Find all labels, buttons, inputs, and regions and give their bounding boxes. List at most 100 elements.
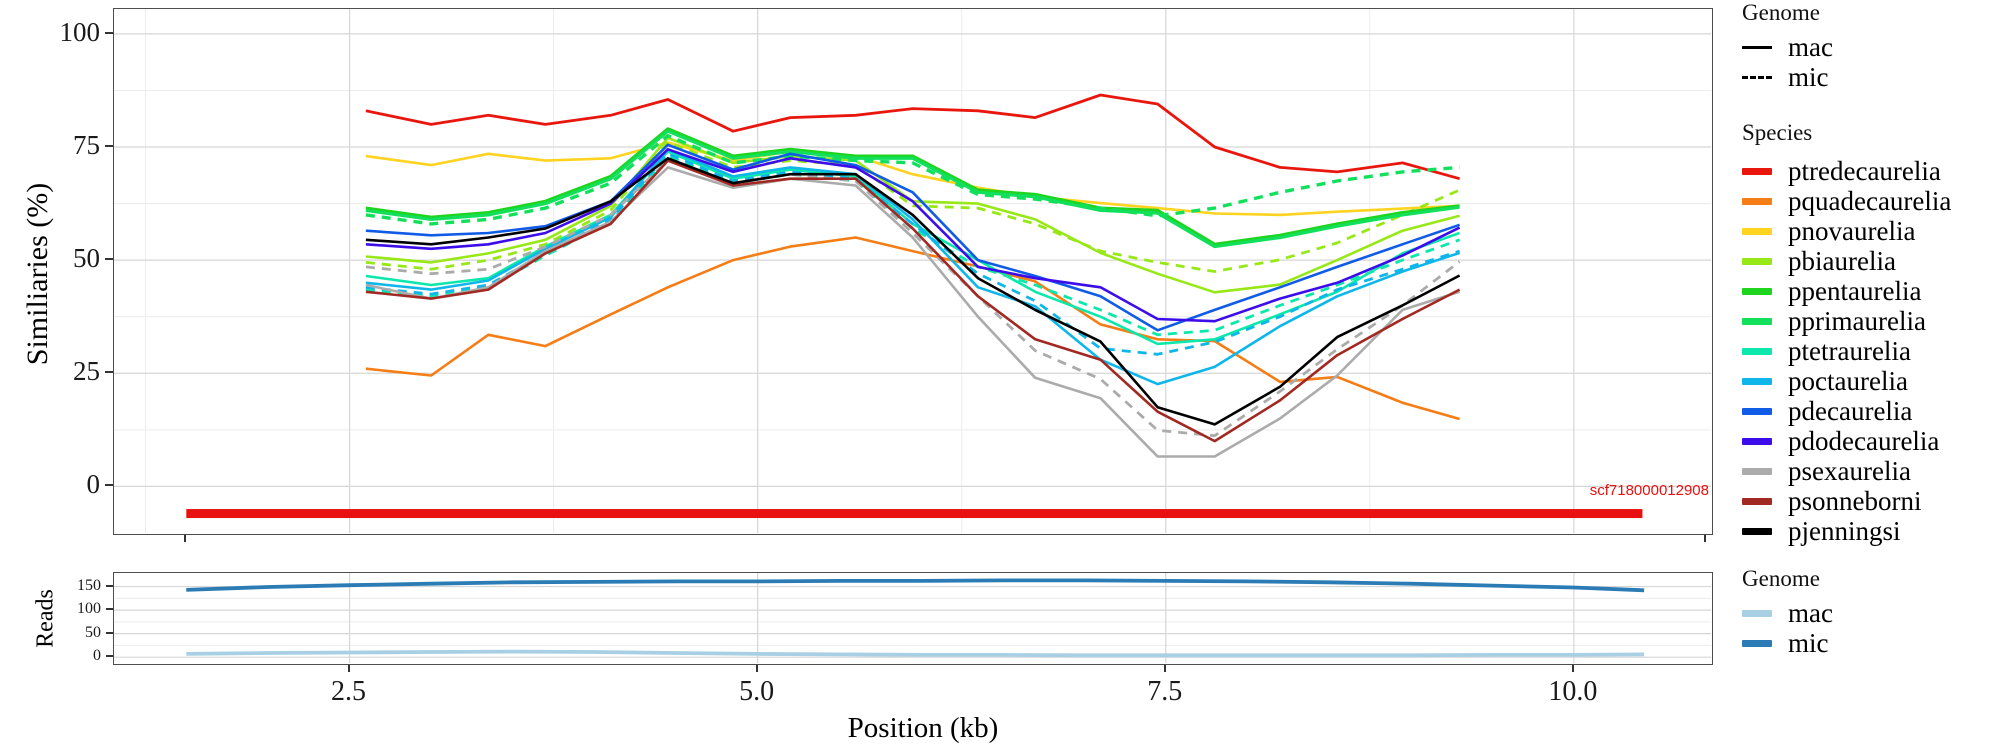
- x-axis-title: Position (kb): [847, 712, 999, 744]
- x-tick-mark: [755, 665, 758, 672]
- legend-label: pdodecaurelia: [1788, 426, 1940, 456]
- similarity-plot-canvas: [114, 9, 1711, 533]
- legend-label: pprimaurelia: [1788, 306, 1926, 336]
- legend-entry-psexaurelia: psexaurelia: [1742, 456, 1998, 486]
- legend-swatch-psexaurelia: [1742, 467, 1772, 475]
- scaffold-label: scf718000012908: [1589, 482, 1709, 499]
- legend-label: mic: [1788, 62, 1829, 92]
- y-tick-mark-similarity: [105, 31, 113, 34]
- legend-label: psexaurelia: [1788, 456, 1911, 486]
- x-tick-label: 2.5: [331, 676, 367, 707]
- legend-label: poctaurelia: [1788, 366, 1908, 396]
- legend-genome-0: Genome mac mic: [1742, 0, 1998, 92]
- legend-swatch-poctaurelia: [1742, 377, 1772, 385]
- legend-entry-pjenningsi: pjenningsi: [1742, 516, 1998, 546]
- legend-swatch-mic: [1742, 75, 1772, 79]
- legend-label: ptredecaurelia: [1788, 156, 1941, 186]
- legend-swatch-ptetraurelia: [1742, 347, 1772, 355]
- legend-entry-mic: mic: [1742, 62, 1998, 92]
- x-tick-label: 7.5: [1147, 676, 1183, 707]
- legend-label: pdecaurelia: [1788, 396, 1913, 426]
- series-mic: [186, 578, 1645, 593]
- legend-swatch-pbiaurelia: [1742, 257, 1772, 265]
- reads-panel: [113, 572, 1713, 665]
- legend-label: mic: [1788, 628, 1829, 658]
- legend-title: Species: [1742, 120, 1813, 145]
- y-tick-label-similarity: 75: [73, 130, 100, 160]
- reads-plot-canvas: [114, 573, 1711, 663]
- legend-entry-ptredecaurelia: ptredecaurelia: [1742, 156, 1998, 186]
- legend-swatch-pnovaurelia: [1742, 227, 1772, 235]
- legend-label: mac: [1788, 32, 1833, 62]
- series-mac: [186, 649, 1645, 658]
- legend-label: pjenningsi: [1788, 516, 1901, 546]
- y-tick-label-similarity: 50: [73, 243, 100, 274]
- y-tick-label-similarity: 25: [73, 356, 100, 387]
- scaffold-extent-tick: [184, 535, 187, 542]
- legend-label: pbiaurelia: [1788, 246, 1896, 276]
- legend-entry-pbiaurelia: pbiaurelia: [1742, 246, 1998, 276]
- y-tick-mark-similarity: [105, 258, 113, 261]
- legend-entry-pdecaurelia: pdecaurelia: [1742, 396, 1998, 426]
- legend-label: psonneborni: [1788, 486, 1922, 516]
- legend-swatch-mac: [1742, 45, 1772, 49]
- y-tick-mark-similarity: [105, 371, 113, 374]
- series-pjenningsi-mac: [365, 157, 1461, 426]
- series-pprimaurelia-mic: [365, 133, 1460, 226]
- legend-swatch-ppentaurelia: [1742, 287, 1772, 295]
- y-tick-mark-reads: [106, 631, 113, 634]
- x-tick-mark: [1163, 665, 1166, 672]
- legend-swatch-pprimaurelia: [1742, 317, 1772, 325]
- legend-label: mac: [1788, 598, 1833, 628]
- y-tick-label-reads: 50: [85, 623, 101, 641]
- legend-entry-pdodecaurelia: pdodecaurelia: [1742, 426, 1998, 456]
- series-ptredecaurelia-mac: [365, 93, 1460, 181]
- legend-label: pquadecaurelia: [1788, 186, 1952, 216]
- legend-swatch-ptredecaurelia: [1742, 167, 1772, 175]
- x-tick-label: 5.0: [739, 676, 775, 707]
- legend-entry-poctaurelia: poctaurelia: [1742, 366, 1998, 396]
- series-poctaurelia-mic: [365, 152, 1461, 356]
- y-tick-label-similarity: 100: [59, 16, 101, 47]
- y-tick-mark-similarity: [105, 484, 113, 487]
- series-poctaurelia-mac: [365, 148, 1461, 386]
- series-pdodecaurelia-mac: [365, 148, 1461, 323]
- legend-entry-mic: mic: [1742, 628, 1998, 658]
- legend-entry-psonneborni: psonneborni: [1742, 486, 1998, 516]
- x-tick-mark: [1571, 665, 1574, 672]
- legend-swatch-mic: [1742, 639, 1772, 647]
- scaffold-extent-tick: [1704, 535, 1707, 542]
- legend-swatch-pquadecaurelia: [1742, 197, 1772, 205]
- legend-entry-pnovaurelia: pnovaurelia: [1742, 216, 1998, 246]
- series-ppentaurelia-mac: [365, 127, 1460, 246]
- legend-entry-mac: mac: [1742, 598, 1998, 628]
- legend-entry-ptetraurelia: ptetraurelia: [1742, 336, 1998, 366]
- legend-swatch-psonneborni: [1742, 497, 1772, 505]
- y-tick-label-reads: 0: [93, 647, 101, 665]
- legend-swatch-pjenningsi: [1742, 527, 1772, 535]
- legend-title: Genome: [1742, 0, 1820, 25]
- legend-entry-ppentaurelia: ppentaurelia: [1742, 276, 1998, 306]
- legend-entry-mac: mac: [1742, 32, 1998, 62]
- series-pquadecaurelia-mac: [365, 236, 1460, 421]
- series-pnovaurelia-mac: [365, 141, 1460, 217]
- legend-genome-2: Genome mac mic: [1742, 566, 1998, 658]
- series-psexaurelia-mac: [365, 166, 1460, 458]
- y-tick-mark-similarity: [105, 145, 113, 147]
- y-tick-mark-reads: [106, 584, 113, 587]
- series-pdecaurelia-mac: [365, 143, 1461, 332]
- legend-swatch-mac: [1742, 609, 1772, 617]
- scaffold-bar: [186, 509, 1643, 519]
- legend-species-1: Species ptredecaurelia pquadecaurelia pnova…: [1742, 120, 1998, 546]
- y-tick-label-reads: 150: [77, 576, 101, 594]
- legend-title: Genome: [1742, 566, 1820, 591]
- legend-swatch-pdodecaurelia: [1742, 437, 1772, 445]
- series-pprimaurelia-mac: [365, 129, 1460, 249]
- legend-entry-pprimaurelia: pprimaurelia: [1742, 306, 1998, 336]
- x-tick-label: 10.0: [1548, 676, 1598, 707]
- y-tick-mark-reads: [106, 655, 113, 658]
- y-tick-label-similarity: 0: [86, 469, 101, 500]
- similarity-panel: [113, 8, 1713, 535]
- series-pbiaurelia-mic: [365, 141, 1461, 273]
